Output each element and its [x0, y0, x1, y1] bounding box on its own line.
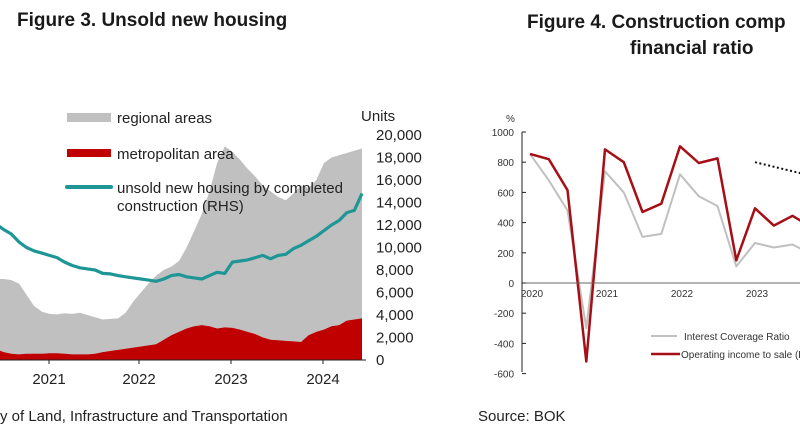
x-tick-label: 2024	[306, 371, 339, 388]
y-tick-label: 20,000	[376, 127, 422, 144]
metropolitan-area-area	[0, 318, 362, 360]
unsold-completed-line	[0, 192, 364, 283]
y-axis-unit-label: Units	[361, 108, 395, 125]
y-tick-label: 16,000	[376, 172, 422, 189]
y-tick-label: 14,000	[376, 195, 422, 212]
y-tick-label: 8,000	[376, 262, 414, 279]
legend-label-metropolitan: metropolitan area	[117, 146, 234, 163]
legend-swatch-metropolitan	[67, 149, 111, 157]
y-tick-label: 12,000	[376, 217, 422, 234]
y-tick-label: 4,000	[376, 307, 414, 324]
figure-4-title-line1: Figure 4. Construction comp	[527, 12, 786, 33]
x-tick-label: 2021	[32, 371, 65, 388]
x-tick-label: 2022	[122, 371, 155, 388]
legend-label-unsold-line2: construction (RHS)	[117, 198, 244, 215]
x-tick-label: 2023	[214, 371, 247, 388]
figure-4-source: Source: BOK	[478, 408, 566, 425]
figure-4-title-line2: financial ratio	[630, 38, 754, 59]
regional-areas-area	[0, 146, 362, 360]
figure-3-source: y of Land, Infrastructure and Transporta…	[0, 408, 288, 425]
y-tick-label: 2,000	[376, 330, 414, 347]
y-tick-label: 18,000	[376, 150, 422, 167]
legend-label-regional: regional areas	[117, 110, 212, 127]
y-tick-label: 6,000	[376, 285, 414, 302]
legend-swatch-regional	[67, 113, 111, 122]
y-tick-label: 0	[376, 352, 384, 369]
y-tick-label: 10,000	[376, 240, 422, 257]
figure-3-title: Figure 3. Unsold new housing	[17, 10, 288, 31]
legend-label-unsold-line1: unsold new housing by completed	[117, 180, 343, 197]
